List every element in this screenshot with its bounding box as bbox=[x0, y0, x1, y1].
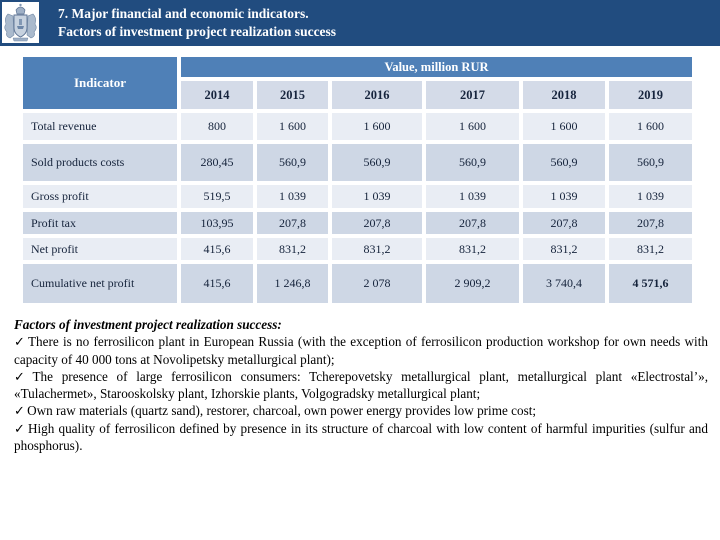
cell-value: 280,45 bbox=[181, 144, 253, 181]
cell-value: 207,8 bbox=[257, 212, 328, 234]
checkmark-icon: ✓ bbox=[14, 420, 26, 436]
cell-value: 560,9 bbox=[426, 144, 519, 181]
table-row: Net profit 415,6 831,2 831,2 831,2 831,2… bbox=[23, 238, 692, 260]
table-row: Cumulative net profit 415,6 1 246,8 2 07… bbox=[23, 264, 692, 303]
cell-value: 831,2 bbox=[523, 238, 605, 260]
cell-value: 560,9 bbox=[523, 144, 605, 181]
year-header-2019: 2019 bbox=[609, 81, 692, 109]
success-factor-item: ✓ The presence of large ferrosilicon cons… bbox=[14, 368, 708, 403]
success-factor-item: ✓ Own raw materials (quartz sand), restor… bbox=[14, 402, 708, 419]
cell-value: 207,8 bbox=[426, 212, 519, 234]
cell-value: 519,5 bbox=[181, 185, 253, 208]
cell-value: 800 bbox=[181, 113, 253, 140]
year-header-2016: 2016 bbox=[332, 81, 422, 109]
cell-value: 1 039 bbox=[257, 185, 328, 208]
success-factors-heading: Factors of investment project realizatio… bbox=[14, 317, 282, 332]
year-header-2017: 2017 bbox=[426, 81, 519, 109]
year-header-2014: 2014 bbox=[181, 81, 253, 109]
cell-value: 415,6 bbox=[181, 238, 253, 260]
table-row: Total revenue 800 1 600 1 600 1 600 1 60… bbox=[23, 113, 692, 140]
slide-title-line2: Factors of investment project realizatio… bbox=[58, 23, 337, 39]
success-factor-text: There is no ferrosilicon plant in Europe… bbox=[14, 334, 708, 367]
row-label: Sold products costs bbox=[23, 144, 177, 181]
cell-value: 1 039 bbox=[609, 185, 692, 208]
cell-value: 831,2 bbox=[609, 238, 692, 260]
coat-of-arms-icon bbox=[2, 2, 39, 43]
table-row: Gross profit 519,5 1 039 1 039 1 039 1 0… bbox=[23, 185, 692, 208]
cell-value: 207,8 bbox=[332, 212, 422, 234]
success-factor-item: ✓ There is no ferrosilicon plant in Europ… bbox=[14, 333, 708, 368]
success-factor-item: ✓ High quality of ferrosilicon defined by… bbox=[14, 420, 708, 455]
cell-value: 560,9 bbox=[257, 144, 328, 181]
row-label: Total revenue bbox=[23, 113, 177, 140]
cell-value: 1 600 bbox=[523, 113, 605, 140]
cell-value: 1 039 bbox=[523, 185, 605, 208]
cell-value: 560,9 bbox=[609, 144, 692, 181]
cell-value: 1 039 bbox=[332, 185, 422, 208]
cell-value: 1 600 bbox=[332, 113, 422, 140]
row-label: Profit tax bbox=[23, 212, 177, 234]
cell-value: 1 600 bbox=[257, 113, 328, 140]
cell-value: 1 039 bbox=[426, 185, 519, 208]
row-label: Net profit bbox=[23, 238, 177, 260]
financial-indicators-table: Indicator Value, million RUR 2014 2015 2… bbox=[19, 53, 696, 307]
cell-value: 831,2 bbox=[426, 238, 519, 260]
year-header-2015: 2015 bbox=[257, 81, 328, 109]
cell-value: 207,8 bbox=[523, 212, 605, 234]
row-label: Gross profit bbox=[23, 185, 177, 208]
cell-value: 1 600 bbox=[609, 113, 692, 140]
cell-value: 1 246,8 bbox=[257, 264, 328, 303]
success-factors-section: Factors of investment project realizatio… bbox=[14, 316, 708, 454]
cell-value: 2 909,2 bbox=[426, 264, 519, 303]
year-header-2018: 2018 bbox=[523, 81, 605, 109]
coat-of-arms-logo bbox=[2, 2, 39, 43]
cell-value: 831,2 bbox=[332, 238, 422, 260]
cell-value: 3 740,4 bbox=[523, 264, 605, 303]
cell-value: 415,6 bbox=[181, 264, 253, 303]
checkmark-icon: ✓ bbox=[14, 334, 26, 350]
success-factor-text: The presence of large ferrosilicon consu… bbox=[14, 368, 708, 402]
table-row: Profit tax 103,95 207,8 207,8 207,8 207,… bbox=[23, 212, 692, 234]
slide-title: 7. Major financial and economic indicato… bbox=[58, 5, 336, 40]
cell-value: 560,9 bbox=[332, 144, 422, 181]
slide-title-line1: 7. Major financial and economic indicato… bbox=[58, 6, 309, 21]
cell-value-highlight: 4 571,6 bbox=[609, 264, 692, 303]
cell-value: 831,2 bbox=[257, 238, 328, 260]
checkmark-icon: ✓ bbox=[14, 403, 26, 419]
checkmark-icon: ✓ bbox=[14, 368, 31, 384]
table-row: Sold products costs 280,45 560,9 560,9 5… bbox=[23, 144, 692, 181]
cell-value: 207,8 bbox=[609, 212, 692, 234]
cell-value: 2 078 bbox=[332, 264, 422, 303]
indicator-column-header: Indicator bbox=[23, 57, 177, 109]
success-factor-text: High quality of ferrosilicon defined by … bbox=[14, 420, 708, 454]
success-factor-text: Own raw materials (quartz sand), restore… bbox=[27, 403, 537, 419]
row-label: Cumulative net profit bbox=[23, 264, 177, 303]
cell-value: 103,95 bbox=[181, 212, 253, 234]
value-units-header: Value, million RUR bbox=[181, 57, 692, 77]
cell-value: 1 600 bbox=[426, 113, 519, 140]
slide-header-bar: 7. Major financial and economic indicato… bbox=[0, 0, 720, 46]
